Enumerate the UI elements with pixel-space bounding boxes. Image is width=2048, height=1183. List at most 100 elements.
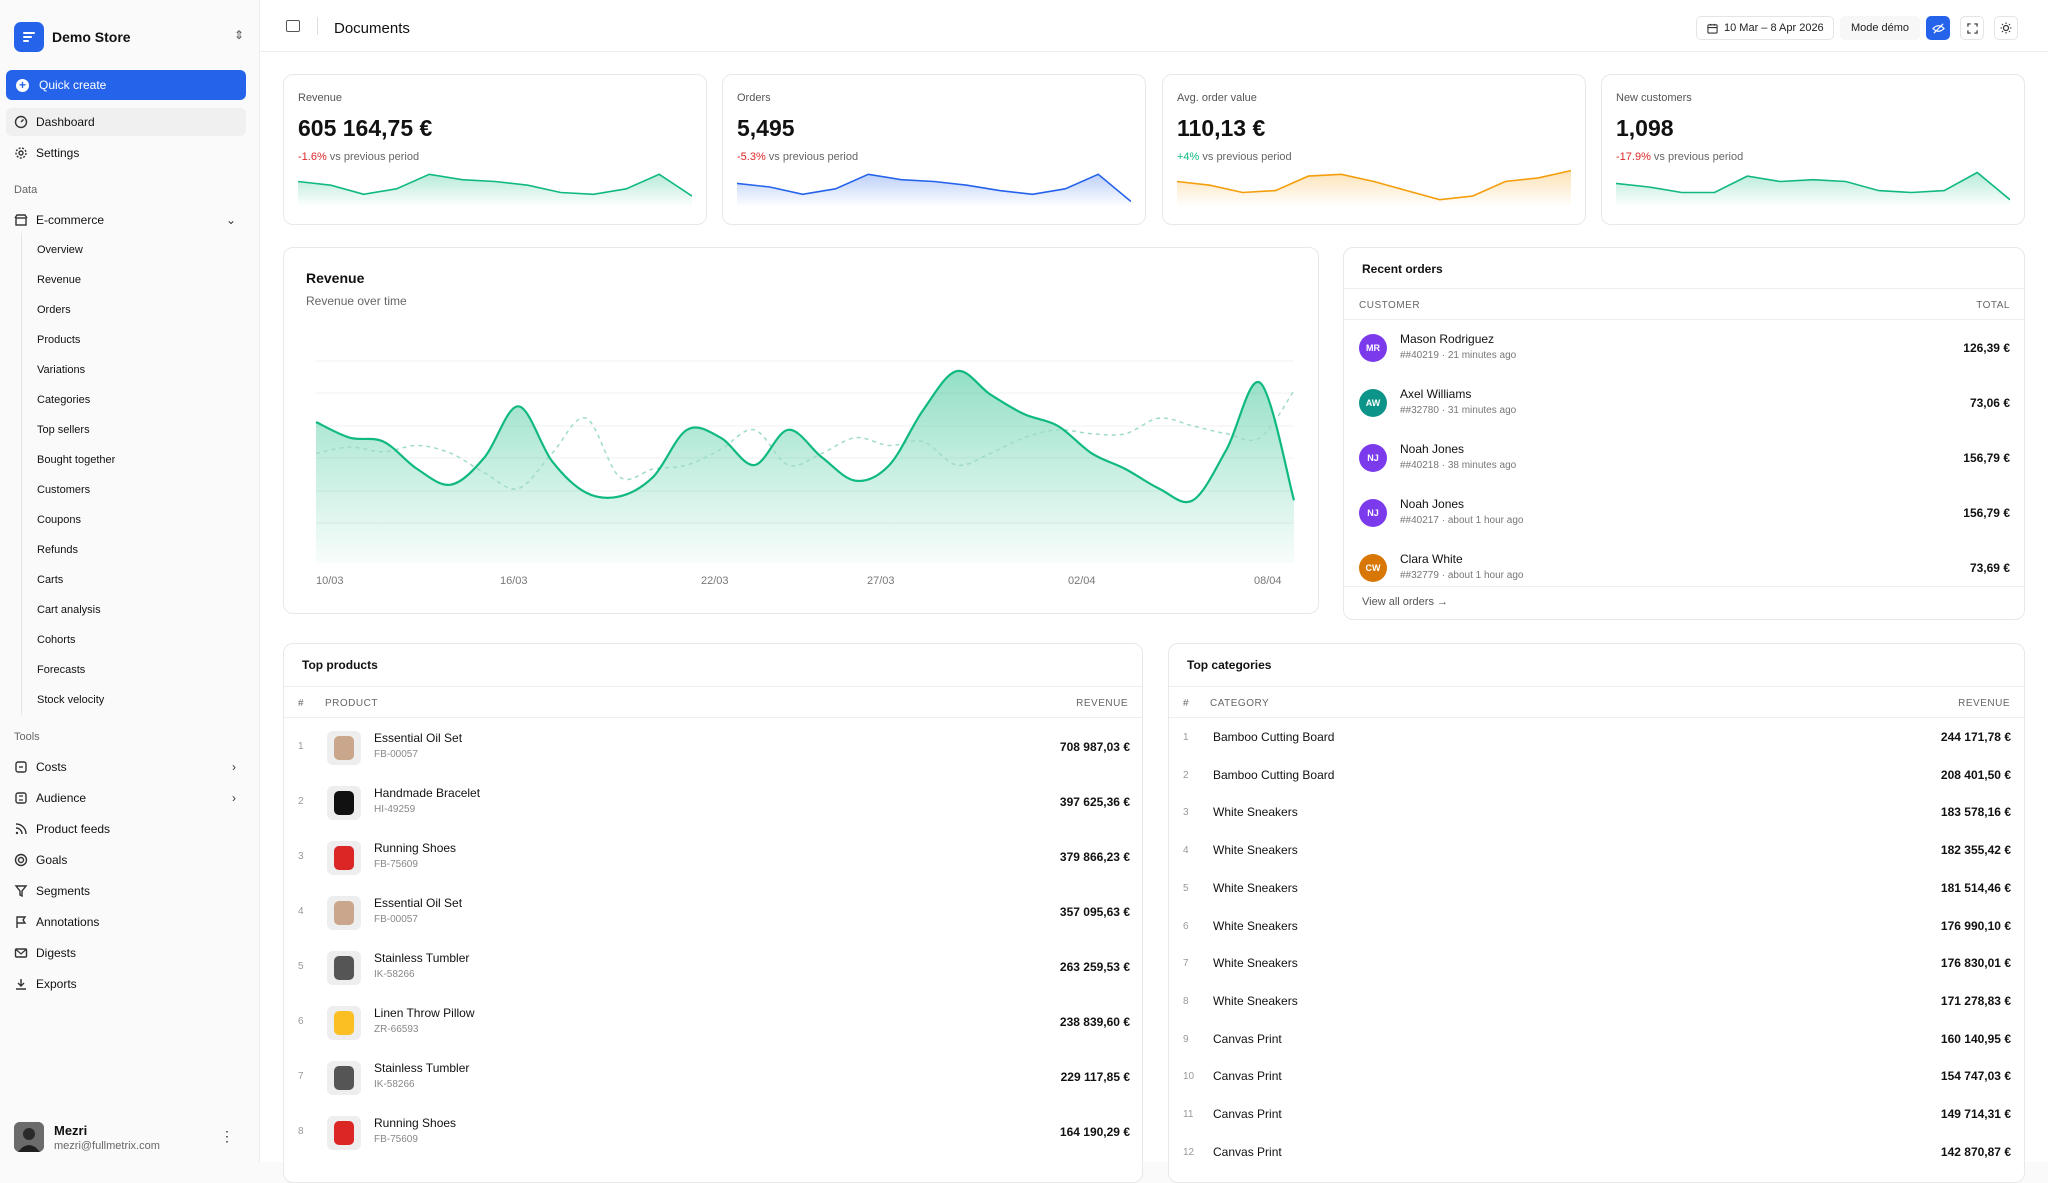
sidebar-item-top-sellers[interactable]: Top sellers xyxy=(37,424,90,436)
order-total: 73,69 € xyxy=(1969,561,2010,575)
sidebar-item-variations[interactable]: Variations xyxy=(37,364,86,376)
kpi-card-orders[interactable]: Orders 5,495 -5.3% vs previous period xyxy=(722,74,1146,225)
customer-name: Mason Rodriguez xyxy=(1400,332,1495,346)
table-row[interactable]: 4 White Sneakers 182 355,42 € xyxy=(1169,831,2024,869)
fullscreen-button[interactable] xyxy=(1960,16,1984,40)
row-number: 3 xyxy=(1183,807,1189,819)
table-row[interactable]: 2 Bamboo Cutting Board 208 401,50 € xyxy=(1169,756,2024,794)
filter-icon xyxy=(14,885,28,898)
table-row[interactable]: 1 Essential Oil Set FB-00057 708 987,03 € xyxy=(284,720,1142,775)
sidebar-item-stock-velocity[interactable]: Stock velocity xyxy=(37,694,105,706)
sidebar-item-carts[interactable]: Carts xyxy=(37,574,64,586)
product-sku: FB-75609 xyxy=(374,859,418,870)
nav-settings[interactable]: Settings xyxy=(6,139,246,167)
order-row[interactable]: NJ Noah Jones ##40218 · 38 minutes ago 1… xyxy=(1344,432,2024,487)
sidebar-item-categories[interactable]: Categories xyxy=(37,394,91,406)
nav-dashboard[interactable]: Dashboard xyxy=(6,108,246,136)
nav-ecommerce[interactable]: E-commerce ⌄ xyxy=(6,206,246,234)
privacy-toggle-button[interactable] xyxy=(1926,16,1950,40)
table-row[interactable]: 3 Running Shoes FB-75609 379 866,23 € xyxy=(284,830,1142,885)
audience-icon xyxy=(15,792,27,804)
top-categories-title: Top categories xyxy=(1187,658,1272,672)
table-row[interactable]: 3 White Sneakers 183 578,16 € xyxy=(1169,793,2024,831)
kpi-card-avg-order-value[interactable]: Avg. order value 110,13 € +4% vs previou… xyxy=(1162,74,1586,225)
category-name: Canvas Print xyxy=(1213,1107,1282,1121)
demo-mode-button[interactable]: Mode démo xyxy=(1840,16,1920,40)
table-row[interactable]: 6 White Sneakers 176 990,10 € xyxy=(1169,907,2024,945)
sidebar-item-cohorts[interactable]: Cohorts xyxy=(37,634,76,646)
sidebar-item-orders[interactable]: Orders xyxy=(37,304,71,316)
nav-exports[interactable]: Exports xyxy=(6,970,246,998)
nav-label: Goals xyxy=(36,853,68,867)
recent-orders-title: Recent orders xyxy=(1362,262,1443,276)
nav-annotations[interactable]: Annotations xyxy=(6,908,246,936)
kpi-card-new-customers[interactable]: New customers 1,098 -17.9% vs previous p… xyxy=(1601,74,2025,225)
top-products-card: Top products # PRODUCT REVENUE 1 Essentia… xyxy=(283,643,1143,1183)
table-row[interactable]: 1 Bamboo Cutting Board 244 171,78 € xyxy=(1169,718,2024,756)
category-revenue: 183 578,16 € xyxy=(1940,805,2011,820)
table-row[interactable]: 12 Canvas Print 142 870,87 € xyxy=(1169,1133,2024,1171)
table-row[interactable]: 7 Stainless Tumbler IK-58266 229 117,85 € xyxy=(284,1050,1142,1105)
sidebar-item-products[interactable]: Products xyxy=(37,334,81,346)
row-number: 1 xyxy=(1183,732,1189,743)
user-menu[interactable]: Mezri mezri@fullmetrix.com ⋮ xyxy=(14,1120,244,1154)
category-name: White Sneakers xyxy=(1213,805,1298,820)
nav-segments[interactable]: Segments xyxy=(6,877,246,905)
table-row[interactable]: 8 Running Shoes FB-75609 164 190,29 € xyxy=(284,1105,1142,1160)
table-row[interactable]: 10 Canvas Print 154 747,03 € xyxy=(1169,1057,2024,1095)
more-vertical-icon[interactable]: ⋮ xyxy=(220,1128,234,1144)
product-name: Linen Throw Pillow xyxy=(374,1006,475,1020)
avatar: MR xyxy=(1359,334,1387,362)
category-revenue: 149 714,31 € xyxy=(1940,1107,2011,1121)
table-row[interactable]: 6 Linen Throw Pillow ZR-66593 238 839,60 € xyxy=(284,995,1142,1050)
sidebar-toggle-icon[interactable] xyxy=(286,20,300,32)
nav-label: Product feeds xyxy=(36,822,111,836)
table-row[interactable]: 5 White Sneakers 181 514,46 € xyxy=(1169,869,2024,907)
table-row[interactable]: 8 White Sneakers 171 278,83 € xyxy=(1169,982,2024,1020)
nav-product-feeds[interactable]: Product feeds xyxy=(6,815,246,843)
sidebar-item-coupons[interactable]: Coupons xyxy=(37,514,82,526)
theme-toggle-button[interactable] xyxy=(1994,16,2018,40)
table-row[interactable]: 2 Handmade Bracelet HI-49259 397 625,36 € xyxy=(284,775,1142,830)
quick-create-button[interactable]: + Quick create xyxy=(6,70,246,100)
sidebar-item-cart-analysis[interactable]: Cart analysis xyxy=(37,604,101,616)
customer-name: Axel Williams xyxy=(1400,387,1472,401)
date-range-picker[interactable]: 10 Mar – 8 Apr 2026 xyxy=(1696,16,1834,40)
order-row[interactable]: CW Clara White ##32779 · about 1 hour ag… xyxy=(1344,542,2024,597)
table-row[interactable]: 7 White Sneakers 176 830,01 € xyxy=(1169,944,2024,982)
dashboard-icon xyxy=(14,115,28,129)
order-row[interactable]: MR Mason Rodriguez ##40219 · 21 minutes … xyxy=(1344,322,2024,377)
nav-costs[interactable]: Costs › xyxy=(6,753,246,781)
nav-label: Exports xyxy=(36,977,77,991)
store-switcher[interactable]: Demo Store ⇕ xyxy=(14,20,244,54)
table-row[interactable]: 5 Stainless Tumbler IK-58266 263 259,53 € xyxy=(284,940,1142,995)
table-row[interactable]: 4 Essential Oil Set FB-00057 357 095,63 € xyxy=(284,885,1142,940)
table-row[interactable]: 11 Canvas Print 149 714,31 € xyxy=(1169,1095,2024,1133)
col-header-revenue: REVENUE xyxy=(1076,698,1128,709)
sidebar-item-forecasts[interactable]: Forecasts xyxy=(37,664,86,676)
nav-audience[interactable]: Audience › xyxy=(6,784,246,812)
order-meta: ##40218 · 38 minutes ago xyxy=(1400,460,1517,471)
kpi-label: Revenue xyxy=(298,92,343,104)
sidebar-item-refunds[interactable]: Refunds xyxy=(37,544,78,556)
previous-period-line xyxy=(315,390,1295,490)
sidebar-item-customers[interactable]: Customers xyxy=(37,484,91,496)
order-meta: ##32780 · 31 minutes ago xyxy=(1400,405,1517,416)
sparkline-line xyxy=(737,173,1131,203)
nav-goals[interactable]: Goals xyxy=(6,846,246,874)
category-name: White Sneakers xyxy=(1213,843,1298,858)
order-meta: ##40217 · about 1 hour ago xyxy=(1400,515,1524,526)
product-sku: HI-49259 xyxy=(374,804,416,815)
view-all-orders-link[interactable]: View all orders → xyxy=(1362,596,1448,608)
product-revenue: 238 839,60 € xyxy=(1059,1015,1130,1029)
sidebar-item-bought-together[interactable]: Bought together xyxy=(37,454,116,466)
customer-name: Clara White xyxy=(1400,552,1463,566)
order-row[interactable]: NJ Noah Jones ##40217 · about 1 hour ago… xyxy=(1344,487,2024,542)
table-row[interactable]: 9 Canvas Print 160 140,95 € xyxy=(1169,1020,2024,1058)
sidebar-item-revenue[interactable]: Revenue xyxy=(37,274,82,286)
order-row[interactable]: AW Axel Williams ##32780 · 31 minutes ag… xyxy=(1344,377,2024,432)
product-thumbnail xyxy=(327,1116,361,1150)
kpi-card-revenue[interactable]: Revenue 605 164,75 € -1.6% vs previous p… xyxy=(283,74,707,225)
nav-digests[interactable]: Digests xyxy=(6,939,246,967)
sidebar-item-overview[interactable]: Overview xyxy=(37,244,83,256)
